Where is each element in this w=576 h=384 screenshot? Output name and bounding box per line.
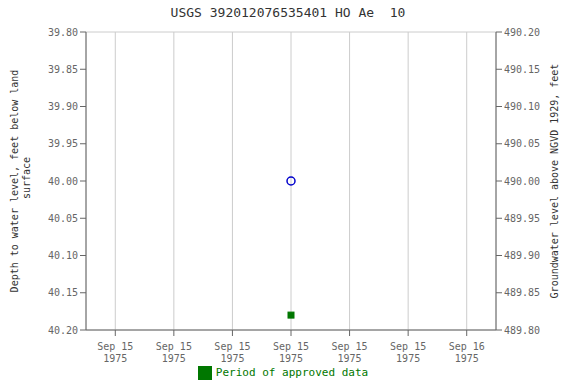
svg-text:Depth to water level, feet bel: Depth to water level, feet below land su…: [9, 70, 32, 293]
svg-text:Sep 151975: Sep 151975: [156, 341, 192, 364]
svg-text:489.95: 489.95: [504, 213, 540, 224]
svg-text:40.15: 40.15: [48, 287, 78, 298]
svg-text:39.80: 39.80: [48, 27, 78, 38]
svg-text:Sep 151975: Sep 151975: [214, 341, 250, 364]
svg-text:489.80: 489.80: [504, 325, 540, 336]
svg-text:40.05: 40.05: [48, 213, 78, 224]
svg-text:39.90: 39.90: [48, 101, 78, 112]
svg-text:489.85: 489.85: [504, 287, 540, 298]
svg-text:40.10: 40.10: [48, 250, 78, 261]
svg-text:39.85: 39.85: [48, 64, 78, 75]
svg-text:40.20: 40.20: [48, 325, 78, 336]
svg-text:39.95: 39.95: [48, 138, 78, 149]
svg-text:Sep 151975: Sep 151975: [390, 341, 426, 364]
svg-text:Sep 151975: Sep 151975: [97, 341, 133, 364]
svg-text:40.00: 40.00: [48, 176, 78, 187]
svg-text:Sep 151975: Sep 151975: [273, 341, 309, 364]
html-text:USGS 392012076535401 HO Ae 10: USGS 392012076535401 HO Ae 10: [170, 5, 406, 20]
svg-text:490.15: 490.15: [504, 64, 540, 75]
svg-text:Groundwater level above NGVD 1: Groundwater level above NGVD 1929, feet: [549, 64, 560, 299]
svg-text:490.05: 490.05: [504, 138, 540, 149]
svg-text:490.00: 490.00: [504, 176, 540, 187]
svg-text:Sep 151975: Sep 151975: [332, 341, 368, 364]
svg-text:490.10: 490.10: [504, 101, 540, 112]
html-text:Period of approved data: Period of approved data: [215, 366, 369, 379]
svg-text:Sep 161975: Sep 161975: [449, 341, 485, 364]
svg-text:489.90: 489.90: [504, 250, 540, 261]
svg-text:490.20: 490.20: [504, 27, 540, 38]
